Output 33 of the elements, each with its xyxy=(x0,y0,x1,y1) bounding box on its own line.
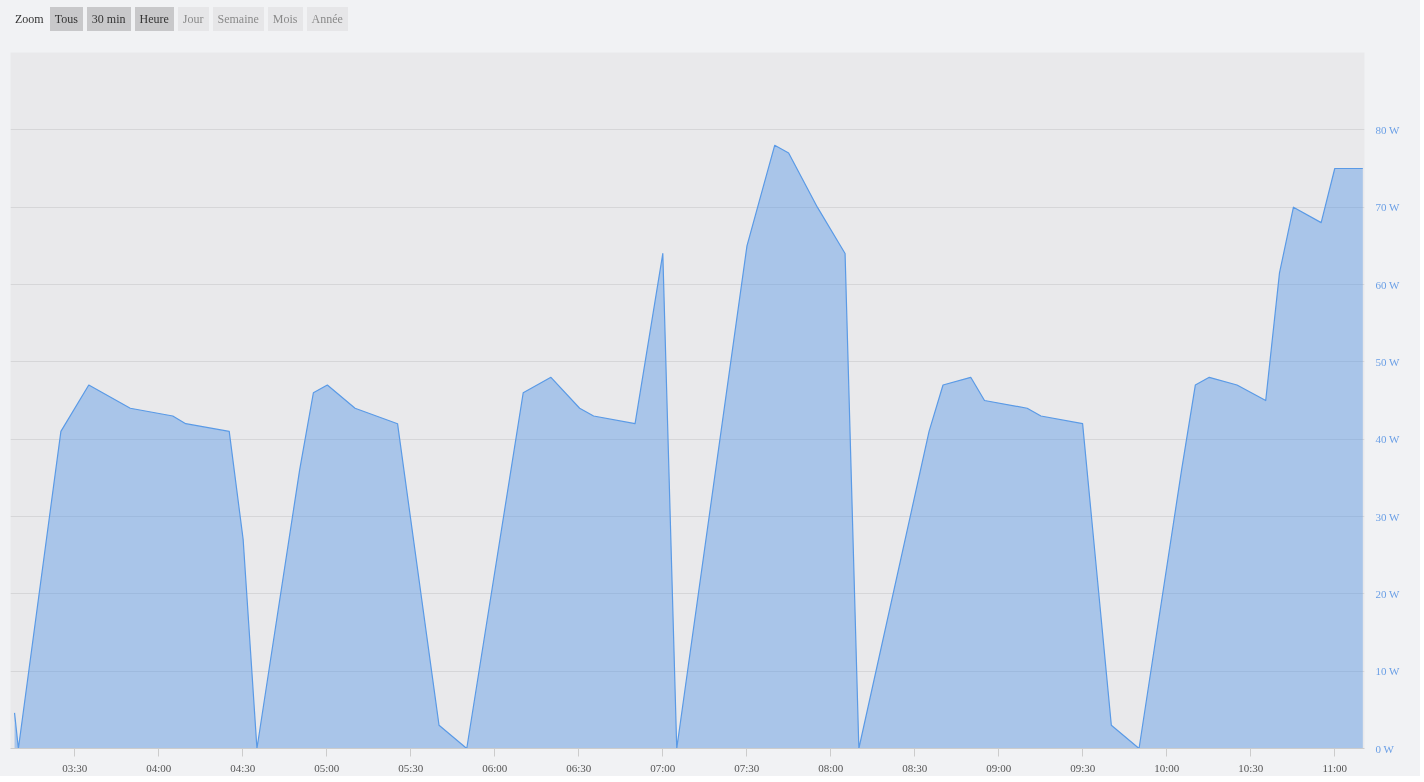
x-tick-label: 06:00 xyxy=(482,761,508,774)
x-tick-label: 09:30 xyxy=(1070,761,1096,774)
y-tick-label: 10 W xyxy=(1375,665,1401,678)
x-tick-label: 05:30 xyxy=(398,761,424,774)
x-tick-label: 07:00 xyxy=(650,761,676,774)
x-tick-label: 10:00 xyxy=(1154,761,1180,774)
x-tick-label: 05:00 xyxy=(314,761,340,774)
y-tick-label: 80 W xyxy=(1375,123,1401,136)
x-tick-label: 07:30 xyxy=(734,761,760,774)
x-tick-label: 09:00 xyxy=(986,761,1012,774)
y-tick-label: 40 W xyxy=(1375,433,1401,446)
x-tick-label: 08:00 xyxy=(818,761,844,774)
y-tick-label: 60 W xyxy=(1375,278,1401,291)
text: Jour xyxy=(177,7,209,31)
y-tick-label: 20 W xyxy=(1375,587,1401,600)
x-tick-label: 08:30 xyxy=(902,761,928,774)
text: Zoom xyxy=(15,12,44,26)
x-tick-label: 04:00 xyxy=(146,761,172,774)
text: Année xyxy=(306,7,348,31)
text: Semaine xyxy=(212,7,264,31)
text: Tous xyxy=(49,7,83,31)
x-tick-label: 11:00 xyxy=(1322,761,1348,774)
x-tick-label: 04:30 xyxy=(230,761,256,774)
text: 30 min xyxy=(86,7,131,31)
y-tick-label: 70 W xyxy=(1375,201,1401,214)
y-tick-label: 50 W xyxy=(1375,355,1401,368)
x-tick-label: 03:30 xyxy=(62,761,88,774)
text: Heure xyxy=(134,7,174,31)
y-tick-label: 30 W xyxy=(1375,510,1401,523)
y-tick-label: 0 W xyxy=(1375,742,1395,755)
x-tick-label: 10:30 xyxy=(1238,761,1264,774)
x-tick-label: 06:30 xyxy=(566,761,592,774)
text: Mois xyxy=(267,7,303,31)
